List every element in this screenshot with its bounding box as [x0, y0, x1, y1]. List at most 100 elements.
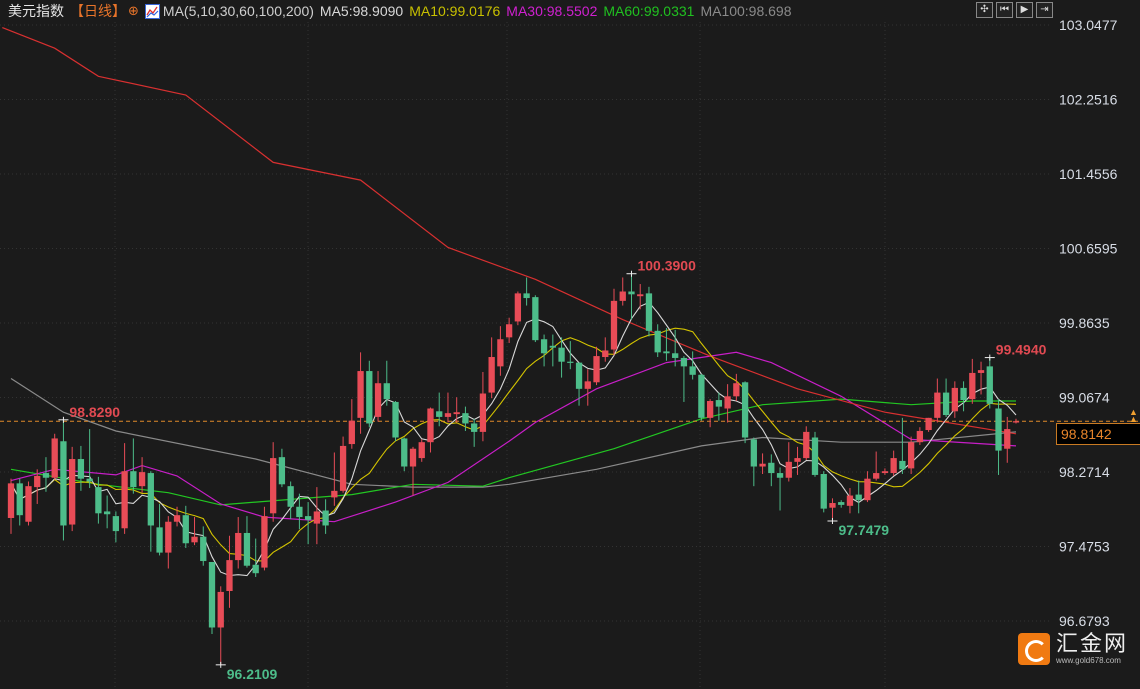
candle-up [969, 372, 976, 400]
candle-up [593, 356, 600, 383]
ma100-value: MA100:98.698 [700, 3, 792, 19]
candle-down [208, 561, 216, 628]
candle-down [156, 527, 163, 553]
scroll-up-icon[interactable]: ▲ ▲ [1129, 407, 1138, 424]
candle-up [733, 383, 740, 397]
circle-plus-icon[interactable]: ⊕ [128, 3, 139, 18]
candle-down [741, 382, 749, 438]
candle-up [873, 473, 880, 479]
candle-up [226, 560, 233, 591]
candle-down [558, 347, 565, 362]
candle-down [383, 383, 390, 400]
high-label: 98.8290 [69, 404, 120, 420]
candle-up [916, 430, 924, 443]
candle-up [977, 370, 985, 373]
candle-up [331, 490, 338, 498]
candle-up [890, 458, 897, 474]
chart-header: 美元指数 【日线】 ⊕ MA(5,10,30,60,100,200) MA5:9… [0, 0, 798, 22]
candle-up [881, 471, 889, 474]
candle-up [619, 291, 626, 301]
period-selector[interactable]: 【日线】 [70, 3, 126, 19]
candle-down [899, 460, 906, 470]
candle-up [313, 511, 321, 524]
candle-down [462, 413, 469, 424]
candle-down [42, 473, 50, 478]
candle-down [689, 366, 696, 375]
candle-down [252, 564, 259, 574]
candle-down [278, 457, 286, 485]
candle-down [60, 441, 67, 526]
candle-up [925, 417, 932, 431]
candle-up [270, 458, 277, 514]
candle-down [811, 437, 819, 475]
candle-up [138, 472, 146, 487]
candle-up [610, 300, 618, 350]
candle-up [348, 420, 355, 445]
candle-up [1012, 421, 1020, 423]
candle-up [951, 387, 958, 412]
candle-down [436, 411, 443, 417]
step-back-icon[interactable]: ⏮ [996, 2, 1013, 18]
candle-up [514, 293, 522, 322]
candle-up [444, 413, 452, 417]
candle-down [715, 400, 723, 407]
candle-down [366, 371, 373, 424]
candle-up [497, 339, 504, 367]
candle-up [374, 383, 382, 417]
ma60-line [10, 398, 1016, 506]
candle-up [785, 461, 792, 478]
gold678-logo: 汇金网 www.gold678.com [1018, 632, 1128, 665]
play-icon[interactable]: ▶ [1016, 2, 1033, 18]
candle-up [69, 459, 76, 525]
candle-up [339, 445, 347, 491]
candle-down [532, 297, 539, 341]
candle-down [147, 473, 154, 526]
candle-up [584, 381, 591, 389]
low-label: 96.2109 [227, 666, 278, 682]
high-label: 100.3900 [637, 258, 696, 274]
ma200-line [2, 27, 1017, 435]
ma10-value: MA10:99.0176 [409, 3, 501, 19]
candle-up [602, 350, 609, 358]
candle-up [217, 591, 224, 628]
low-label: 97.7479 [838, 522, 889, 538]
candle-down [540, 339, 548, 354]
candle-down [698, 374, 705, 418]
exit-icon[interactable]: ⇥ [1036, 2, 1053, 18]
candle-up [51, 438, 58, 478]
candle-down [471, 423, 478, 432]
candle-down [750, 439, 757, 467]
y-tick-label: 99.0674 [1059, 390, 1110, 406]
candle-down [995, 408, 1002, 451]
candle-down [567, 361, 574, 363]
candle-up [907, 442, 915, 469]
candle-down [838, 502, 845, 505]
y-tick-label: 100.6595 [1059, 241, 1118, 257]
candle-up [505, 324, 513, 338]
candle-down [855, 494, 862, 501]
candle-down [523, 293, 530, 299]
y-tick-label: 103.0477 [1059, 17, 1118, 33]
candle-up [724, 396, 731, 409]
candle-up [846, 495, 854, 506]
candle-up [864, 478, 871, 501]
candle-up [427, 408, 434, 443]
candle-up [121, 471, 128, 529]
candle-down [776, 473, 784, 478]
candle-up [759, 463, 766, 467]
candle-down [401, 438, 408, 467]
ma-params[interactable]: MA(5,10,30,60,100,200) [162, 3, 314, 19]
candle-down [628, 291, 635, 295]
candle-down [575, 362, 583, 389]
candle-down [112, 516, 120, 532]
candle-down [960, 387, 967, 401]
line-chart-icon[interactable] [144, 3, 160, 19]
logo-mark-icon [1018, 632, 1050, 665]
candle-up [829, 503, 836, 508]
candle-down [663, 351, 670, 354]
candle-down [680, 357, 688, 367]
logo-name: 汇金网 [1056, 631, 1129, 656]
crosshair-icon[interactable]: ✣ [976, 2, 993, 18]
ma10-line [10, 327, 1017, 562]
